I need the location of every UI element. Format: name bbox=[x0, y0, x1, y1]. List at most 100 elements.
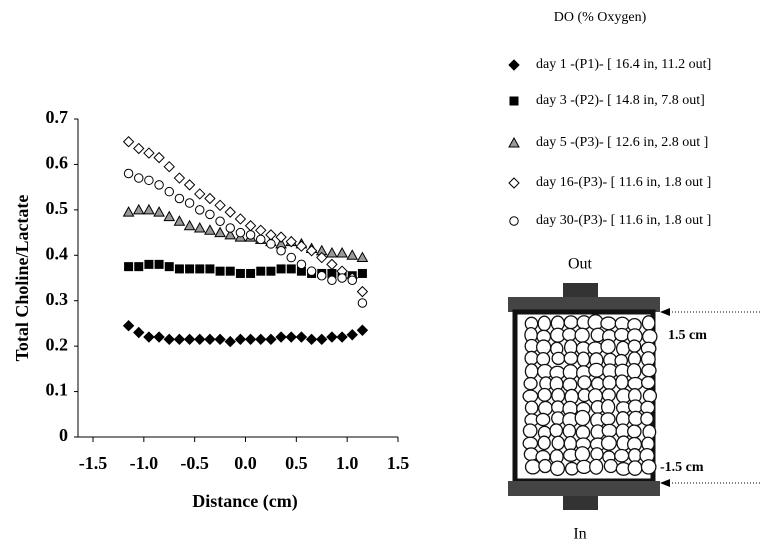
bead bbox=[640, 375, 656, 390]
bead bbox=[549, 423, 564, 438]
point bbox=[194, 333, 206, 346]
lower-arrowhead bbox=[660, 479, 670, 487]
legend-marker bbox=[508, 59, 520, 71]
point bbox=[204, 224, 216, 235]
legend-marker bbox=[509, 216, 519, 226]
point bbox=[174, 193, 185, 204]
point bbox=[356, 285, 369, 298]
point bbox=[214, 199, 226, 212]
point bbox=[122, 319, 135, 332]
point bbox=[163, 160, 175, 173]
point bbox=[225, 223, 235, 233]
y-tick-label: 0.7 bbox=[46, 107, 69, 127]
bead bbox=[563, 351, 579, 366]
point bbox=[275, 331, 287, 343]
point bbox=[185, 264, 195, 274]
point bbox=[124, 262, 134, 272]
x-tick-label: -1.0 bbox=[130, 453, 159, 473]
bead bbox=[537, 315, 552, 332]
point bbox=[256, 266, 266, 276]
lower-mark: -1.5 cm bbox=[660, 460, 704, 475]
bead bbox=[615, 374, 629, 390]
point bbox=[143, 203, 155, 215]
bead bbox=[627, 448, 642, 463]
point bbox=[144, 175, 154, 186]
point bbox=[285, 331, 297, 343]
point bbox=[317, 270, 327, 281]
bead bbox=[640, 411, 654, 426]
point bbox=[346, 329, 358, 341]
point bbox=[244, 220, 257, 232]
bead bbox=[602, 375, 617, 391]
point bbox=[356, 324, 369, 336]
legend-title: DO (% Oxygen) bbox=[554, 10, 647, 25]
point bbox=[205, 264, 215, 274]
point bbox=[225, 266, 235, 276]
point bbox=[336, 246, 348, 258]
bead bbox=[642, 328, 658, 345]
point bbox=[265, 229, 277, 241]
bead bbox=[614, 448, 630, 463]
bead bbox=[535, 412, 551, 427]
x-tick-label: -1.5 bbox=[79, 453, 108, 473]
point bbox=[234, 333, 247, 346]
point bbox=[224, 335, 236, 348]
x-tick-label: 1.5 bbox=[387, 453, 410, 473]
y-tick-label: 0 bbox=[59, 425, 68, 445]
bead bbox=[627, 424, 642, 439]
upper-mark: 1.5 cm bbox=[668, 328, 707, 343]
x-tick-label: 1.0 bbox=[336, 453, 359, 473]
point bbox=[266, 239, 276, 249]
bead bbox=[603, 458, 618, 474]
bead bbox=[600, 338, 616, 355]
point bbox=[122, 136, 135, 148]
bead bbox=[626, 362, 642, 380]
bead bbox=[640, 459, 657, 475]
point bbox=[133, 142, 145, 155]
point bbox=[337, 273, 347, 283]
bead bbox=[574, 446, 591, 462]
point bbox=[286, 252, 296, 263]
bead bbox=[536, 351, 551, 367]
bead bbox=[574, 409, 591, 427]
bead bbox=[641, 315, 656, 331]
point bbox=[357, 298, 368, 308]
x-tick-label: 0.0 bbox=[234, 453, 257, 473]
point bbox=[163, 210, 176, 222]
bead bbox=[600, 435, 617, 451]
x-axis-label: Distance (cm) bbox=[192, 491, 297, 512]
x-tick-label: 0.5 bbox=[285, 453, 308, 473]
legend-marker bbox=[509, 96, 519, 106]
point bbox=[305, 245, 318, 257]
inlet-nozzle bbox=[563, 496, 598, 510]
point bbox=[193, 221, 206, 233]
legend-label: day 5 -(P3)- [ 12.6 in, 2.8 out ] bbox=[536, 135, 708, 150]
bead bbox=[551, 351, 566, 366]
point bbox=[215, 266, 225, 276]
point bbox=[245, 230, 256, 240]
bead bbox=[641, 363, 657, 378]
point bbox=[316, 333, 328, 346]
bead bbox=[562, 364, 579, 381]
bead bbox=[614, 327, 630, 342]
point bbox=[154, 180, 164, 190]
point bbox=[224, 228, 237, 240]
point bbox=[234, 213, 247, 225]
bead bbox=[600, 412, 616, 426]
point bbox=[195, 264, 205, 274]
point bbox=[327, 275, 337, 286]
point bbox=[122, 206, 135, 217]
point bbox=[255, 333, 267, 346]
y-axis-label: Total Choline/Lactate bbox=[12, 195, 32, 362]
point bbox=[326, 331, 338, 343]
point bbox=[235, 227, 246, 238]
point bbox=[123, 168, 134, 179]
point bbox=[285, 235, 297, 248]
point bbox=[295, 240, 308, 252]
legend-label: day 3 -(P2)- [ 14.8 in, 7.8 out] bbox=[536, 93, 705, 108]
bead bbox=[575, 425, 591, 440]
point bbox=[134, 262, 144, 272]
point bbox=[164, 262, 174, 272]
point bbox=[194, 188, 206, 200]
bottom-cap bbox=[508, 481, 660, 496]
